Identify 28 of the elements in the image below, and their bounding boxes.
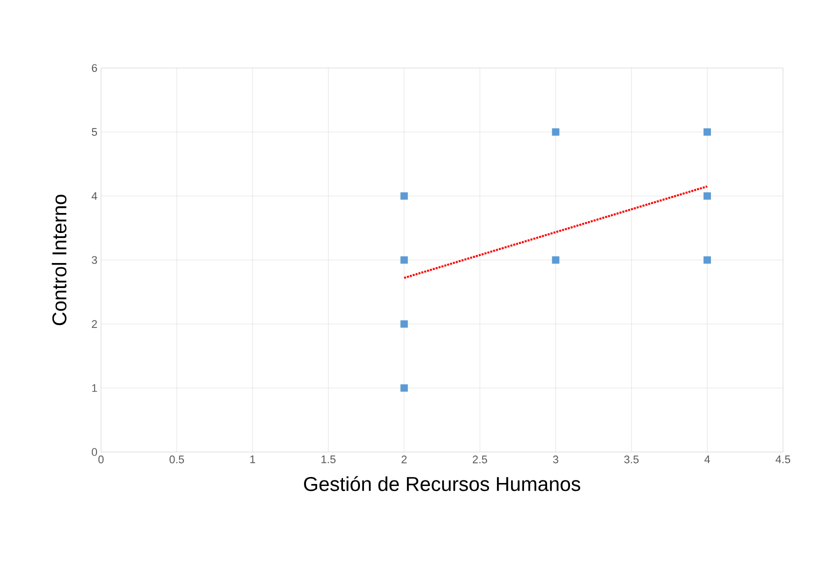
x-tick-label: 3.5 — [624, 456, 639, 464]
x-tick-label: 2 — [402, 456, 407, 464]
y-tick-label: 2 — [92, 320, 97, 328]
y-tick-label: 0 — [92, 448, 98, 456]
y-tick-label: 3 — [92, 256, 97, 264]
point — [400, 192, 408, 200]
point — [552, 128, 560, 136]
point — [400, 256, 408, 264]
x-tick-label: 1.5 — [322, 456, 336, 464]
x-tick-label: 3 — [553, 456, 558, 464]
point — [552, 256, 560, 264]
x-axis-title: Gestión de Recursos Humanos — [304, 476, 580, 492]
x-tick-label: 4 — [704, 456, 710, 464]
x-tick-label: 2.5 — [472, 456, 488, 464]
x-tick-label: 4.5 — [776, 456, 790, 464]
x-tick-label: 0.5 — [170, 456, 184, 464]
x-tick-label: 0 — [98, 456, 104, 464]
y-tick-label: 4 — [92, 192, 98, 200]
point — [400, 320, 408, 328]
point — [704, 128, 711, 136]
point — [704, 256, 711, 264]
point — [704, 192, 711, 200]
y-tick-label: 6 — [92, 64, 97, 72]
y-tick-label: 1 — [92, 384, 97, 392]
y-tick-label: 5 — [92, 128, 97, 136]
x-tick-label: 1 — [250, 456, 256, 464]
point — [400, 384, 408, 392]
y-axis-title: Control Interno — [52, 194, 66, 326]
